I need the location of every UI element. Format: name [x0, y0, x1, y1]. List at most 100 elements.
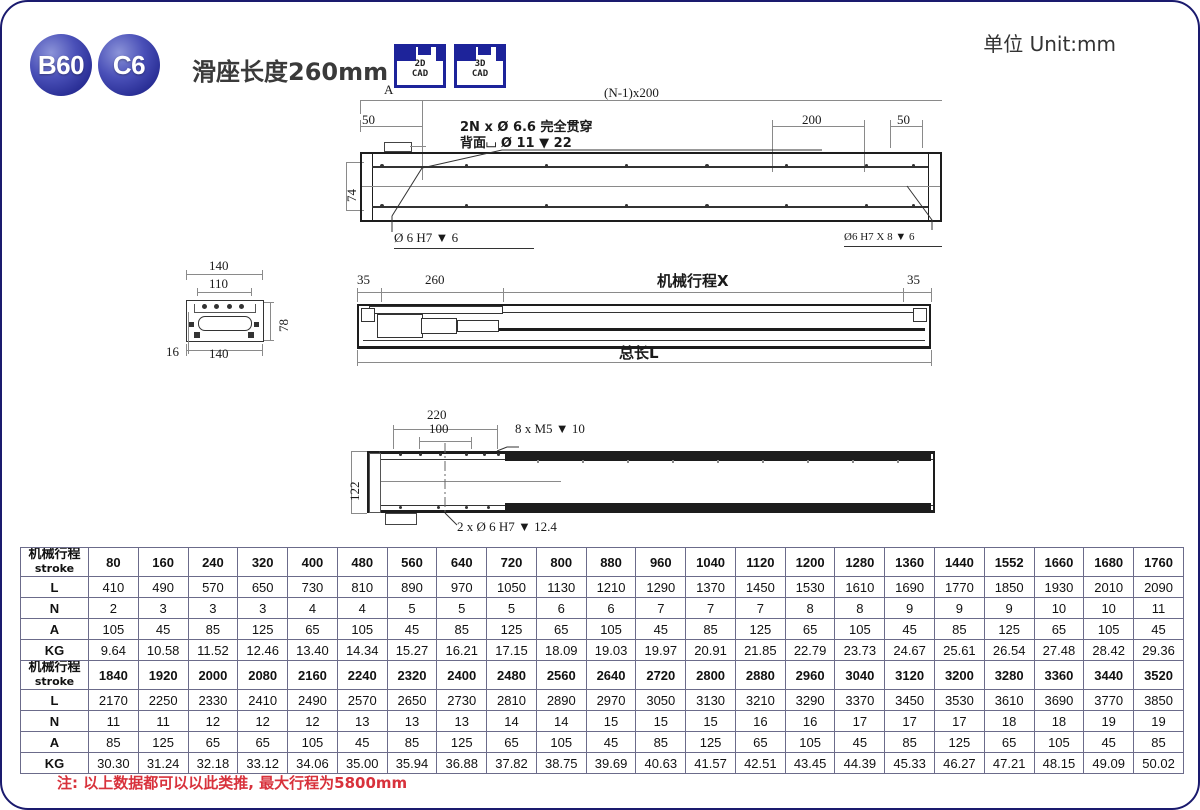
- cell-kg: 45.33: [884, 752, 936, 774]
- 3d-cad-icon-line1: 3D: [474, 59, 486, 69]
- cell-a: 85: [88, 731, 139, 753]
- cell-l: 1530: [784, 576, 836, 598]
- stroke-header-label: 机械行程 stroke: [20, 547, 89, 577]
- row-label-a: A: [20, 731, 89, 753]
- stroke-header-cell: 3040: [834, 660, 886, 690]
- cell-kg: 13.40: [287, 639, 338, 661]
- stroke-header-cell: 2400: [436, 660, 488, 690]
- cell-n: 17: [834, 710, 886, 732]
- cell-a: 45: [1083, 731, 1135, 753]
- cell-l: 2490: [287, 689, 338, 711]
- cell-a: 65: [535, 618, 587, 640]
- cell-n: 4: [336, 597, 388, 619]
- cell-kg: 16.21: [436, 639, 488, 661]
- cell-l: 2890: [535, 689, 587, 711]
- table-row: A 105 45 85 125 65 105 45 85 125 65 105 45 85 125 65 105…: [20, 618, 1184, 640]
- cell-n: 8: [784, 597, 836, 619]
- cell-l: 1050: [486, 576, 537, 598]
- cell-n: 5: [486, 597, 537, 619]
- top-view-hole-note-line1: 2N x Ø 6.6 完全贯穿: [460, 120, 593, 135]
- stroke-header-cell: 2960: [784, 660, 836, 690]
- side-label-stroke-x: 机械行程X: [657, 272, 729, 290]
- cell-a: 65: [983, 731, 1035, 753]
- bottom-dim-100: 100: [429, 421, 449, 436]
- cell-a: 45: [1133, 618, 1184, 640]
- stroke-header-cell: 2880: [734, 660, 786, 690]
- cell-kg: 37.82: [486, 752, 537, 774]
- cell-l: 3610: [983, 689, 1035, 711]
- cell-kg: 24.67: [884, 639, 936, 661]
- 2d-cad-icon-line2: CAD: [411, 69, 429, 79]
- cell-n: 8: [834, 597, 886, 619]
- cell-kg: 14.34: [336, 639, 388, 661]
- footer-note: 注: 以上数据都可以以此类推, 最大行程为5800mm: [57, 774, 408, 792]
- cell-a: 85: [884, 731, 936, 753]
- cell-kg: 19.97: [635, 639, 687, 661]
- cell-kg: 22.79: [784, 639, 836, 661]
- cell-n: 10: [1033, 597, 1085, 619]
- cell-a: 125: [983, 618, 1035, 640]
- cell-n: 15: [585, 710, 637, 732]
- cell-a: 65: [187, 731, 239, 753]
- stroke-header-cell: 2640: [585, 660, 637, 690]
- side-dim-35-right: 35: [907, 272, 920, 287]
- stroke-header-cell: 3520: [1133, 660, 1184, 690]
- stroke-header-cell: 1040: [685, 547, 736, 577]
- cell-kg: 27.48: [1033, 639, 1085, 661]
- cell-kg: 39.69: [585, 752, 637, 774]
- row-label-kg: KG: [20, 639, 89, 661]
- cell-l: 2330: [187, 689, 239, 711]
- stroke-header-cell: 320: [237, 547, 289, 577]
- cell-a: 65: [1033, 618, 1085, 640]
- cell-kg: 23.73: [834, 639, 886, 661]
- cell-n: 11: [1133, 597, 1184, 619]
- cell-n: 19: [1083, 710, 1135, 732]
- stroke-header-cell: 2800: [685, 660, 736, 690]
- cell-l: 3530: [934, 689, 985, 711]
- cell-a: 125: [486, 618, 537, 640]
- cell-a: 45: [137, 618, 189, 640]
- cell-n: 7: [734, 597, 786, 619]
- cell-a: 85: [187, 618, 239, 640]
- top-view-hole-note-line2: 背面⌴ Ø 11 ▼ 22: [460, 136, 572, 151]
- cell-n: 7: [635, 597, 687, 619]
- table-row: A 85 125 65 65 105 45 85 125 65 105 45 85 125 65 105 45 8…: [20, 731, 1184, 753]
- 2d-cad-icon[interactable]: 2D CAD: [394, 44, 446, 88]
- cell-n: 15: [635, 710, 687, 732]
- stroke-header-cell: 800: [535, 547, 587, 577]
- cell-n: 16: [784, 710, 836, 732]
- stroke-header-cell: 1660: [1033, 547, 1085, 577]
- cell-l: 1850: [983, 576, 1035, 598]
- cell-kg: 32.18: [187, 752, 239, 774]
- table-row: L 2170 2250 2330 2410 2490 2570 2650 2730 2810 289…: [20, 689, 1184, 711]
- bottom-note-screws: 8 x M5 ▼ 10: [515, 421, 585, 436]
- cell-l: 3130: [685, 689, 736, 711]
- cell-l: 1370: [685, 576, 736, 598]
- cell-kg: 9.64: [88, 639, 139, 661]
- stroke-header-cell: 2240: [336, 660, 388, 690]
- cell-kg: 19.03: [585, 639, 637, 661]
- section-dim-140-top: 140: [209, 258, 229, 273]
- cell-n: 5: [436, 597, 488, 619]
- cell-l: 2730: [436, 689, 488, 711]
- 2d-cad-icon-line1: 2D: [414, 59, 426, 69]
- cell-l: 570: [187, 576, 239, 598]
- cell-n: 17: [884, 710, 936, 732]
- cell-l: 2090: [1133, 576, 1184, 598]
- cell-a: 65: [734, 731, 786, 753]
- cell-l: 2970: [585, 689, 637, 711]
- cell-n: 12: [187, 710, 239, 732]
- cell-a: 105: [1083, 618, 1135, 640]
- cell-n: 16: [734, 710, 786, 732]
- cell-a: 105: [287, 731, 338, 753]
- side-view-drawing: 35 260 机械行程X 35 总长L: [347, 270, 952, 366]
- 3d-cad-icon[interactable]: 3D CAD: [454, 44, 506, 88]
- cell-a: 125: [734, 618, 786, 640]
- stroke-header-cell: 2080: [237, 660, 289, 690]
- cell-n: 9: [983, 597, 1035, 619]
- cell-a: 45: [635, 618, 687, 640]
- cell-kg: 20.91: [685, 639, 736, 661]
- cell-kg: 49.09: [1083, 752, 1135, 774]
- badge-c6: C6: [98, 34, 160, 96]
